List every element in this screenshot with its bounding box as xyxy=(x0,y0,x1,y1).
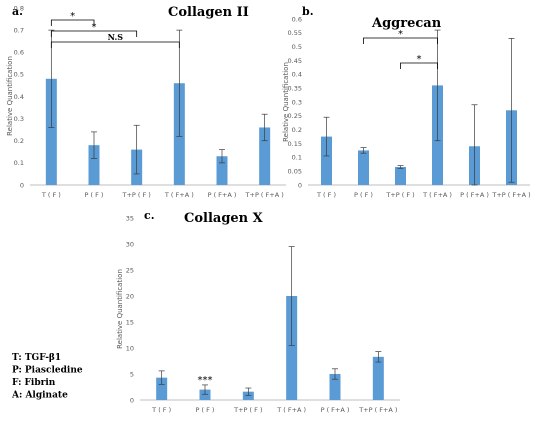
bar-5 xyxy=(216,156,228,185)
y-tick-label: 20 xyxy=(126,292,134,300)
legend-item: A: Alginate xyxy=(11,391,68,401)
x-tick-label: T+P ( F+A ) xyxy=(491,191,530,199)
bar-2 xyxy=(358,150,369,185)
y-tick-label: 25 xyxy=(126,266,134,274)
significance-bracket xyxy=(400,62,438,69)
x-tick-label: T+P ( F ) xyxy=(121,191,150,199)
x-tick-label: T+P ( F+A ) xyxy=(358,406,397,414)
bar-4 xyxy=(286,296,298,400)
x-tick-label: P ( F ) xyxy=(196,406,215,414)
y-tick-label: 0.6 xyxy=(292,15,302,23)
bar-1 xyxy=(321,136,332,185)
significance-bracket xyxy=(50,30,138,37)
y-tick-label: 0.6 xyxy=(14,49,24,57)
legend-item: F: Fibrin xyxy=(12,378,56,388)
legend-item: T: TGF-β1 xyxy=(12,353,61,363)
y-axis-label: Relative Quantification xyxy=(6,56,14,136)
y-tick-label: 0.25 xyxy=(288,112,302,120)
y-tick-label: 0.2 xyxy=(14,137,24,145)
y-tick-label: 0.3 xyxy=(292,98,302,106)
bar-2 xyxy=(199,389,211,400)
x-tick-label: T ( F+A ) xyxy=(422,191,452,199)
y-tick-label: 0.3 xyxy=(14,115,24,123)
panel-label: b. xyxy=(302,5,314,18)
x-tick-label: P ( F+A ) xyxy=(460,191,489,199)
bar-1 xyxy=(156,377,168,400)
y-tick-label: 15 xyxy=(126,318,134,326)
y-tick-label: 0.7 xyxy=(14,26,24,34)
chart-panel-1: Collagen II a. Relative Quantification 0 0.1… xyxy=(6,4,286,199)
y-tick-label: 0.4 xyxy=(292,71,302,79)
chart-panel-3: Collagen X c. Relative Quantification 0 5 10 1… xyxy=(116,209,400,414)
x-tick-label: P ( F ) xyxy=(85,191,104,199)
panel-label: a. xyxy=(12,5,23,18)
y-tick-label: 5 xyxy=(130,370,134,378)
y-tick-label: 0.8 xyxy=(14,4,24,12)
y-tick-label: 0.1 xyxy=(14,159,24,167)
significance-label: * xyxy=(92,22,97,33)
y-axis-label: Relative Quantification xyxy=(116,269,124,349)
significance-bracket xyxy=(50,19,95,26)
bar-6 xyxy=(259,127,271,185)
legend-item: P: Piascledine xyxy=(12,366,83,376)
x-tick-label: T ( F ) xyxy=(316,191,336,199)
x-tick-label: T ( F+A ) xyxy=(164,191,194,199)
y-axis-label: Relative Quantification xyxy=(282,62,290,142)
bar-1 xyxy=(45,78,57,185)
x-tick-label: T ( F+A ) xyxy=(276,406,306,414)
y-tick-label: 0.15 xyxy=(288,140,302,148)
y-tick-label: 0.45 xyxy=(288,57,302,65)
x-tick-label: T ( F ) xyxy=(41,191,61,199)
x-tick-label: T ( F ) xyxy=(151,406,171,414)
significance-bracket xyxy=(363,37,438,44)
significance-label: N.S xyxy=(108,32,124,42)
bar-5 xyxy=(329,374,341,400)
significance-label: * xyxy=(417,54,422,65)
chart-title: Collagen II xyxy=(168,5,249,20)
x-tick-label: P ( F ) xyxy=(354,191,373,199)
y-tick-label: 0.5 xyxy=(14,71,24,79)
x-tick-label: P ( F+A ) xyxy=(321,406,350,414)
y-tick-label: 0 xyxy=(130,396,134,404)
x-tick-label: T+P ( F ) xyxy=(233,406,262,414)
bar-3 xyxy=(242,391,254,400)
x-tick-label: T+P ( F+A ) xyxy=(245,191,284,199)
y-tick-label: 30 xyxy=(126,240,134,248)
y-tick-label: 0.35 xyxy=(288,84,302,92)
y-tick-label: 0.1 xyxy=(292,154,302,162)
y-tick-label: 0 xyxy=(298,181,302,189)
y-tick-label: 35 xyxy=(126,214,134,222)
significance-mark: *** xyxy=(198,375,213,386)
significance-bracket xyxy=(50,41,180,48)
y-tick-label: 0.55 xyxy=(288,29,302,37)
chart-title: Aggrecan xyxy=(371,16,442,31)
bar-2 xyxy=(88,145,100,185)
x-tick-label: T+P ( F ) xyxy=(385,191,414,199)
y-tick-label: 0.2 xyxy=(292,126,302,134)
y-tick-label: 10 xyxy=(126,344,134,352)
y-tick-label: 0.5 xyxy=(292,43,302,51)
bar-3 xyxy=(395,167,406,185)
x-tick-label: P ( F+A ) xyxy=(208,191,237,199)
chart-panel-2: Aggrecan b. Relative Quantification 0 0.05 0.… xyxy=(282,5,531,199)
bar-6 xyxy=(372,356,384,400)
chart-title: Collagen X xyxy=(184,211,264,226)
y-tick-label: 0.05 xyxy=(288,167,302,175)
significance-label: * xyxy=(398,29,403,40)
y-tick-label: 0.4 xyxy=(14,93,24,101)
y-tick-label: 0 xyxy=(20,181,24,189)
panel-label: c. xyxy=(144,209,155,222)
legend-group: T: TGF-β1 P: Piascledine F: Fibrin A: Algin… xyxy=(11,353,83,401)
significance-label: * xyxy=(70,11,75,22)
